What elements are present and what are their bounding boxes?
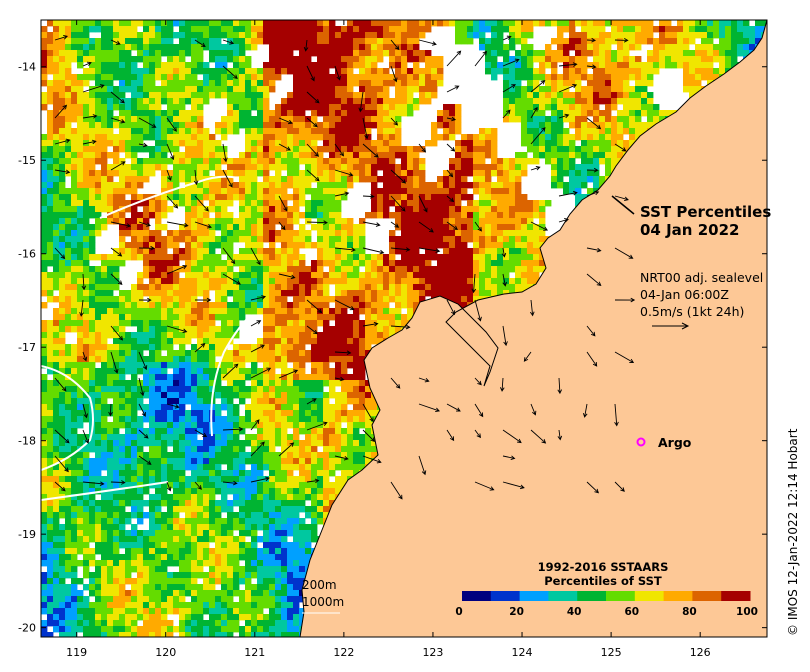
lon-tick-label: 119 <box>66 646 87 659</box>
lon-tick-label: 122 <box>333 646 354 659</box>
lat-tick-label: -15 <box>18 154 36 167</box>
lon-tick-label: 124 <box>512 646 533 659</box>
lon-tick-label: 121 <box>244 646 265 659</box>
legend-color-swatch <box>606 591 636 601</box>
lon-tick-label: 126 <box>690 646 711 659</box>
current-product-label: NRT00 adj. sealevel <box>640 270 763 285</box>
lat-tick-label: -14 <box>18 61 36 74</box>
legend-color-swatch <box>490 591 521 601</box>
map-title-line2: 04 Jan 2022 <box>640 221 739 239</box>
current-scale-label: 0.5m/s (1kt 24h) <box>640 304 744 319</box>
imos-credit: © IMOS 12-Jan-2022 12:14 Hobart <box>786 428 800 636</box>
current-time-label: 04-Jan 06:00Z <box>640 287 729 302</box>
depth-label-200m: 200m <box>302 578 337 592</box>
legend-color-swatch <box>548 591 578 601</box>
surface-current-vectors <box>54 35 636 500</box>
lon-tick-label: 120 <box>155 646 176 659</box>
map-frame-border <box>40 19 768 638</box>
lon-tick-label: 123 <box>422 646 443 659</box>
legend-color-swatch <box>692 591 722 601</box>
lon-tick-label: 125 <box>601 646 622 659</box>
lat-tick-label: -19 <box>18 528 36 541</box>
legend-tick-label: 100 <box>736 606 758 618</box>
lat-tick-label: -18 <box>18 435 36 448</box>
legend-color-swatch <box>663 591 693 601</box>
legend-color-swatch <box>577 591 607 601</box>
map-title-line1: SST Percentiles <box>640 203 771 221</box>
legend-title-line2: Percentiles of SST <box>544 574 662 588</box>
legend-color-swatch <box>519 591 549 601</box>
legend-color-swatch <box>462 591 492 601</box>
depth-label-1000m: 1000m <box>302 595 344 609</box>
depth-contours <box>41 175 249 501</box>
lat-tick-label: -16 <box>18 248 36 261</box>
lat-tick-label: -20 <box>18 622 36 635</box>
current-scale-arrow <box>652 322 690 330</box>
map-plot-area <box>41 20 767 637</box>
argo-float-marker <box>636 437 646 447</box>
legend-title-line1: 1992-2016 SSTAARS <box>538 560 669 574</box>
argo-label: Argo <box>658 435 692 450</box>
legend-tick-labels: 0 20 40 60 80 100 <box>455 606 758 618</box>
title-pointer <box>611 195 635 215</box>
legend-tick-label: 40 <box>567 606 582 618</box>
legend-tick-label: 60 <box>624 606 639 618</box>
land-mass <box>299 20 767 637</box>
legend-colorbar <box>462 591 751 601</box>
axis-ticks: 119 120 121 122 123 124 125 126 -14 -15 -16 -17 -18 -… <box>18 20 767 659</box>
legend-tick-label: 20 <box>509 606 524 618</box>
lat-tick-label: -17 <box>18 341 36 354</box>
legend-tick-label: 0 <box>455 606 462 618</box>
legend-color-swatch <box>634 591 665 601</box>
legend-color-swatch <box>721 591 751 601</box>
legend-tick-label: 80 <box>682 606 697 618</box>
